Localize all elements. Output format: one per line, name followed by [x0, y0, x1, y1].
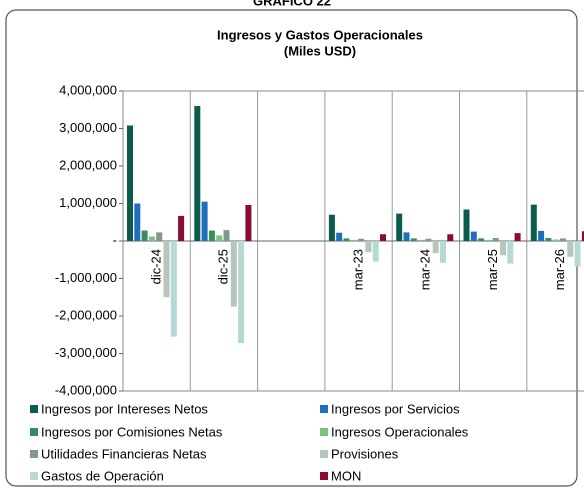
bar [178, 215, 185, 241]
bar [440, 241, 446, 263]
bar [560, 238, 566, 241]
bar [148, 236, 155, 241]
bar [432, 241, 439, 253]
y-tick-label: - [113, 232, 117, 247]
bar [470, 231, 477, 241]
y-tick-label: 1,000,000 [59, 195, 117, 210]
legend-swatch [320, 405, 328, 413]
bar [410, 238, 417, 241]
y-tick-label: 4,000,000 [59, 82, 117, 97]
legend-swatch [30, 405, 38, 413]
y-tick-label: -1,000,000 [55, 270, 117, 285]
bar [380, 234, 386, 241]
legend-label: Ingresos por Intereses Netos [41, 401, 208, 416]
chart-title: Ingresos y Gastos Operacionales [217, 27, 423, 42]
bar [478, 238, 485, 241]
bar [170, 241, 177, 337]
legend-swatch [320, 450, 328, 458]
legend-label: Ingresos por Comisiones Netas [41, 424, 223, 439]
bar [216, 235, 223, 241]
x-tick-label: mar-23 [350, 249, 365, 290]
x-tick-label: dic-25 [216, 249, 231, 284]
bar [447, 234, 454, 241]
legend-label: Ingresos por Servicios [331, 401, 460, 416]
legend-label: Ingresos Operacionales [331, 424, 469, 439]
bar [201, 201, 208, 241]
bar [134, 203, 141, 241]
bar [194, 106, 201, 241]
bar [127, 125, 133, 241]
legend-label: MON [331, 468, 361, 483]
legend-swatch [320, 428, 328, 436]
bar [245, 205, 252, 241]
bar [545, 238, 552, 241]
legend-swatch [30, 428, 38, 436]
bar [530, 204, 537, 241]
bar [396, 213, 403, 241]
legend-label: Gastos de Operación [41, 468, 164, 483]
bar [485, 239, 492, 241]
bar [507, 241, 514, 264]
x-tick-label: dic-24 [148, 249, 163, 284]
bar [514, 233, 521, 241]
y-tick-label: 3,000,000 [59, 120, 117, 135]
bar [163, 241, 170, 298]
bar [328, 214, 335, 241]
legend-swatch [320, 472, 328, 480]
bar [358, 238, 365, 241]
bar [492, 238, 499, 241]
legend-label: Provisiones [331, 446, 399, 461]
bar [343, 238, 350, 241]
x-tick-label: mar-24 [418, 249, 433, 290]
bar [156, 232, 163, 241]
bar [141, 230, 148, 241]
y-tick-label: -3,000,000 [55, 345, 117, 360]
bar [552, 239, 559, 241]
chart-subtitle: (Miles USD) [284, 43, 356, 58]
bar [500, 241, 506, 256]
bar [350, 239, 357, 241]
bar [336, 232, 343, 241]
bar [230, 241, 237, 307]
figure-label: GRÁFICO 22 [253, 0, 331, 8]
y-tick-label: -4,000,000 [55, 382, 117, 397]
bar [208, 230, 215, 241]
legend-swatch [30, 472, 38, 480]
bar [365, 241, 372, 253]
legend-label: Utilidades Financieras Netas [41, 446, 207, 461]
bar [538, 230, 545, 241]
y-tick-label: -2,000,000 [55, 307, 117, 322]
bar [567, 241, 574, 257]
bar [574, 241, 581, 267]
bar [425, 238, 432, 241]
bar [238, 241, 245, 343]
bar [223, 230, 230, 241]
bar [463, 209, 470, 241]
x-tick-label: mar-26 [552, 249, 567, 290]
x-tick-label: mar-25 [485, 249, 500, 290]
bar [403, 232, 410, 241]
legend-swatch [30, 450, 38, 458]
y-tick-label: 2,000,000 [59, 157, 117, 172]
bar [418, 239, 425, 241]
bar [581, 231, 584, 241]
bar [372, 241, 379, 262]
